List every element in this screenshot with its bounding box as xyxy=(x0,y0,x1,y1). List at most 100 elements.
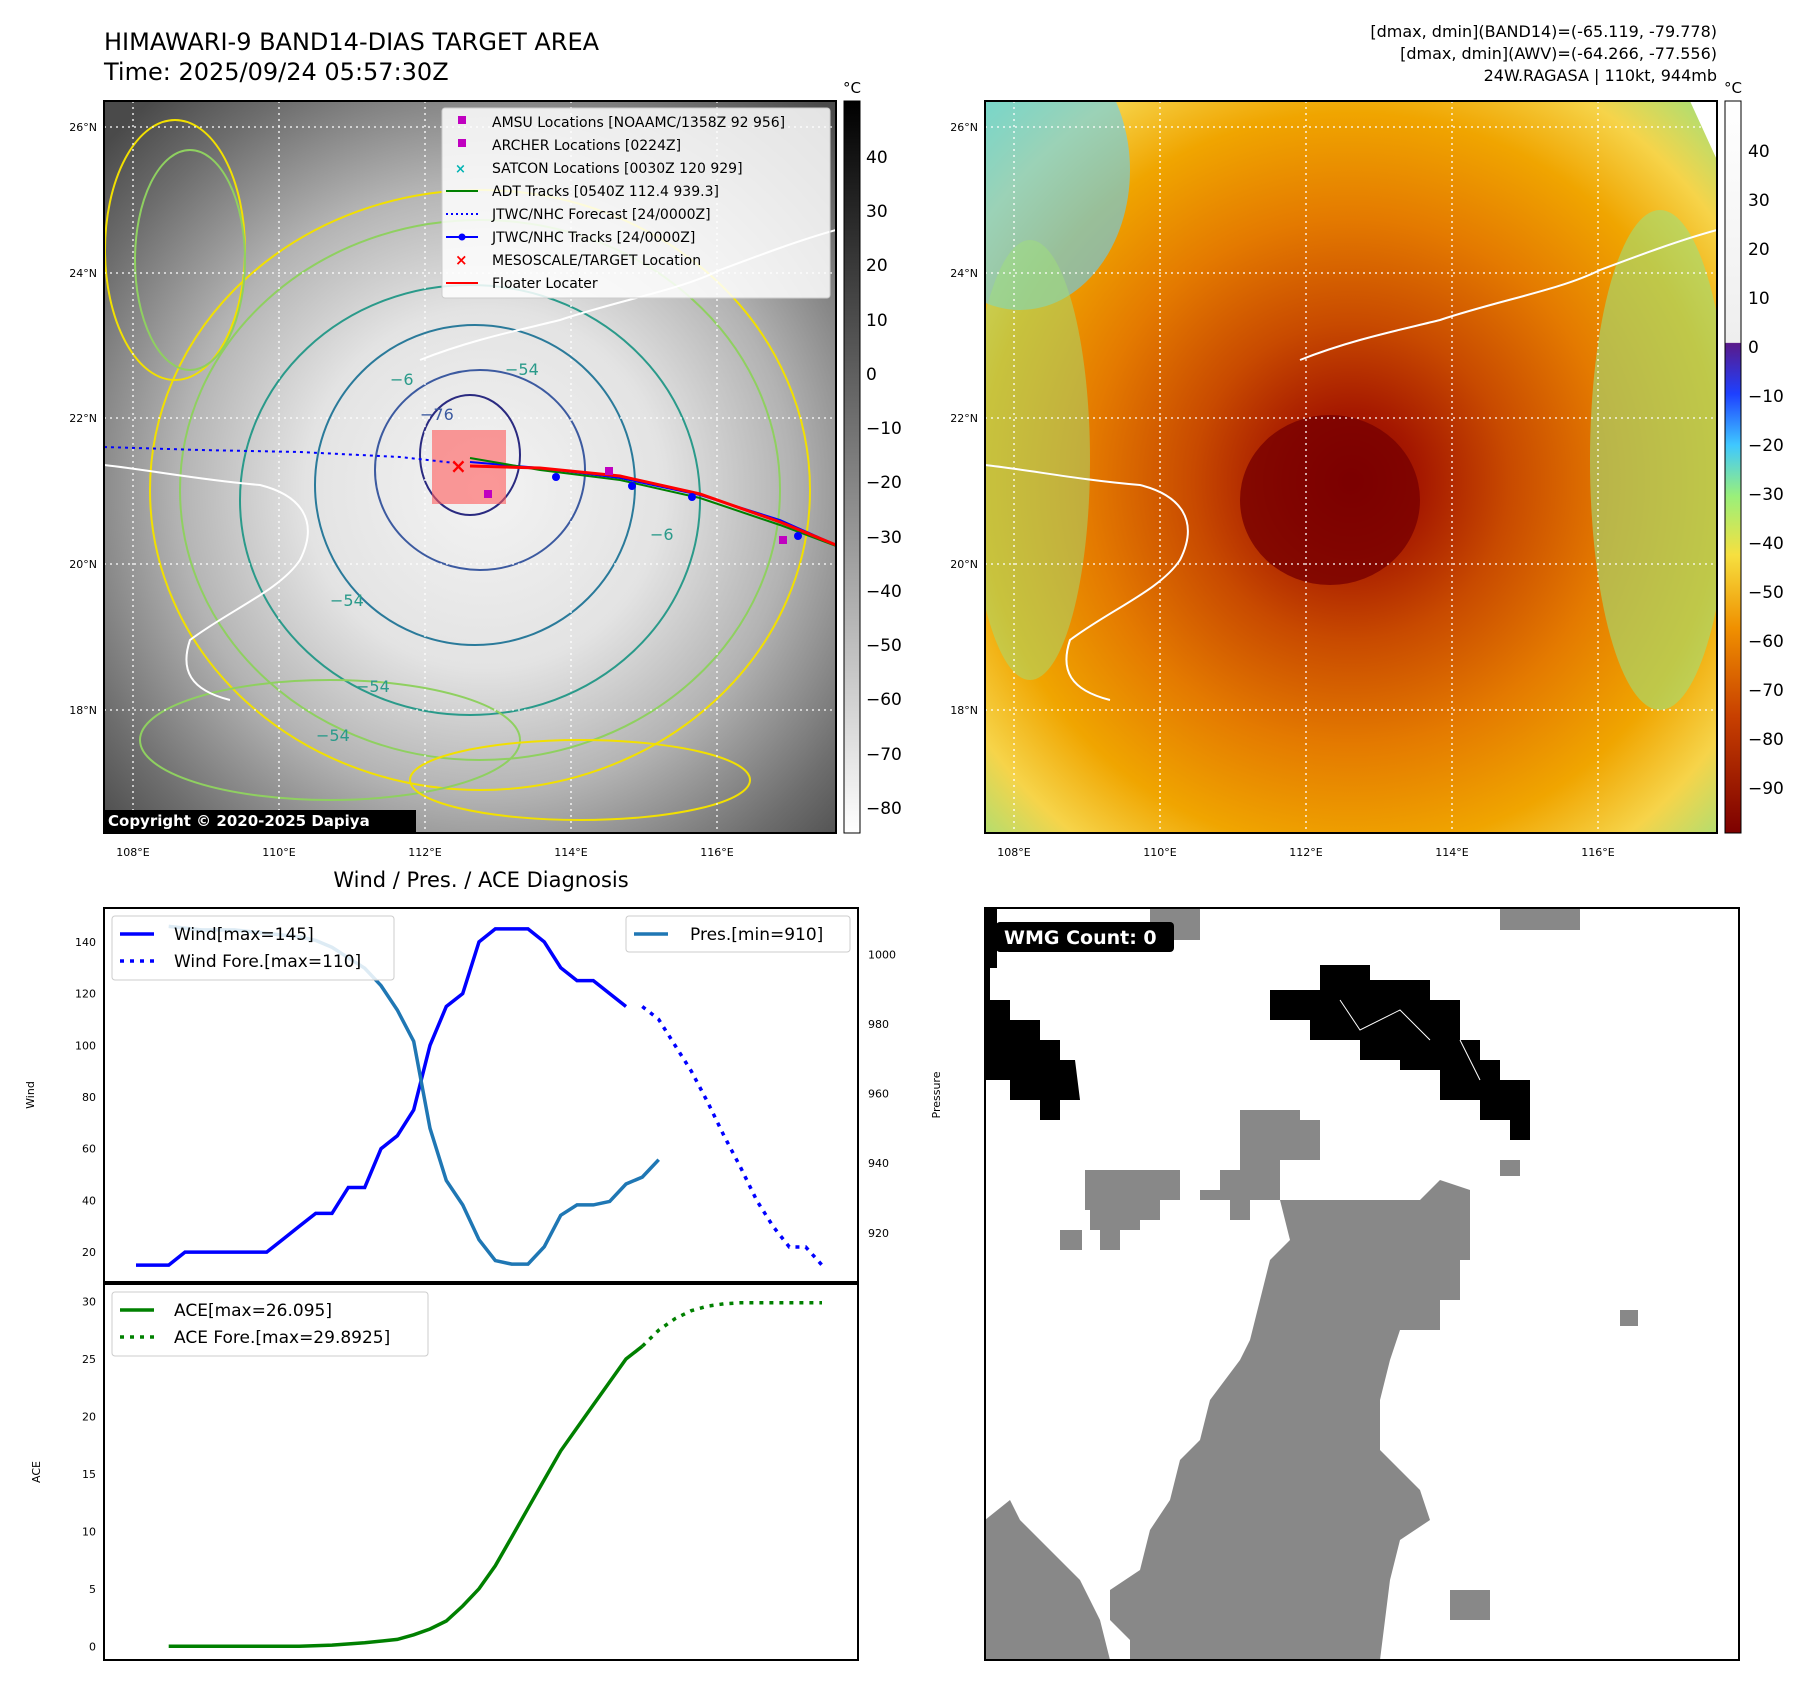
pressure-y-ticks: 920 940 960 980 1000 xyxy=(868,948,896,1239)
svg-text:22°N: 22°N xyxy=(950,412,978,425)
svg-text:−20: −20 xyxy=(1748,436,1784,456)
ace-tick-5: 5 xyxy=(89,1583,96,1596)
svg-text:−54: −54 xyxy=(316,726,350,745)
legend-amsu: AMSU Locations [NOAAMC/1358Z 92 956] xyxy=(492,115,785,131)
jtwc-forecast-track xyxy=(104,446,456,464)
svg-text:−54: −54 xyxy=(330,591,364,610)
svg-text:−40: −40 xyxy=(1748,534,1784,554)
wind-forecast-series-line xyxy=(641,1005,824,1267)
svg-text:108°E: 108°E xyxy=(997,846,1030,859)
svg-text:−30: −30 xyxy=(1748,485,1784,505)
svg-text:112°E: 112°E xyxy=(1289,846,1322,859)
wmg-coastline xyxy=(1339,999,1481,1081)
svg-text:Pres.[min=910]: Pres.[min=910] xyxy=(690,925,823,945)
svg-text:24°N: 24°N xyxy=(69,267,97,280)
ace-tick-0: 0 xyxy=(89,1640,96,1653)
wind-tick-120: 120 xyxy=(75,988,96,1001)
coastline-b xyxy=(985,229,1717,701)
svg-text:40: 40 xyxy=(866,148,888,168)
svg-text:114°E: 114°E xyxy=(1435,846,1468,859)
panel-wind-pressure: Wind / Pres. / ACE Diagnosis 20 40 60 80 100… xyxy=(24,868,943,1283)
ace-tick-20: 20 xyxy=(82,1410,96,1423)
legend-mesoscale: MESOSCALE/TARGET Location xyxy=(492,253,701,269)
svg-text:ACE[max=26.095]: ACE[max=26.095] xyxy=(174,1301,332,1321)
ace-tick-15: 15 xyxy=(82,1468,96,1481)
svg-text:−10: −10 xyxy=(1748,387,1784,407)
wmg-count-text: WMG Count: 0 xyxy=(1004,927,1157,949)
svg-text:−40: −40 xyxy=(866,582,902,602)
svg-text:°C: °C xyxy=(843,79,861,97)
panel-ace: 0 5 10 15 20 25 30 ACE ACE[max=26.095] ACE For… xyxy=(30,1283,859,1661)
lon-ticks-a: 108°E 110°E 112°E 114°E 116°E xyxy=(116,846,733,859)
svg-text:116°E: 116°E xyxy=(700,846,733,859)
svg-text:108°E: 108°E xyxy=(116,846,149,859)
svg-text:°C: °C xyxy=(1724,79,1742,97)
colorbar-b: °C 40 30 20 10 0 −10 −20 −30 −40 −50 −60… xyxy=(1724,79,1784,834)
legend-satcon: SATCON Locations [0030Z 120 929] xyxy=(492,161,743,177)
wind-tick-20: 20 xyxy=(82,1246,96,1259)
wind-tick-60: 60 xyxy=(82,1143,96,1156)
wind-tick-140: 140 xyxy=(75,936,96,949)
svg-text:26°N: 26°N xyxy=(950,121,978,134)
panel-b-header: [dmax, dmin](BAND14)=(-65.119, -79.778) … xyxy=(1370,22,1717,85)
contour-labels: −54 −54 −54 −54 −6 −6 −76 xyxy=(316,360,674,745)
svg-text:20°N: 20°N xyxy=(950,558,978,571)
svg-text:−6: −6 xyxy=(390,370,414,389)
panel-ir-enhanced: [dmax, dmin](BAND14)=(-65.119, -79.778) … xyxy=(950,22,1784,859)
svg-text:−90: −90 xyxy=(1748,779,1784,799)
svg-text:−70: −70 xyxy=(866,745,902,765)
legend-ace: ACE[max=26.095] ACE Fore.[max=29.8925] xyxy=(111,1291,429,1357)
svg-text:20: 20 xyxy=(1748,240,1770,260)
jtwc-track-points xyxy=(552,473,802,540)
legend-panel-a: AMSU Locations [NOAAMC/1358Z 92 956] ARC… xyxy=(441,107,831,299)
legend-archer: ARCHER Locations [0224Z] xyxy=(492,138,681,154)
svg-text:110°E: 110°E xyxy=(1143,846,1176,859)
svg-text:114°E: 114°E xyxy=(554,846,587,859)
wind-tick-80: 80 xyxy=(82,1091,96,1104)
svg-text:−80: −80 xyxy=(1748,730,1784,750)
svg-text:−80: −80 xyxy=(866,799,902,819)
svg-text:10: 10 xyxy=(1748,289,1770,309)
ace-y-ticks: 0 5 10 15 20 25 30 xyxy=(82,1295,96,1653)
wmg-gray-regions xyxy=(985,908,1638,1660)
svg-text:24W.RAGASA | 110kt, 944mb: 24W.RAGASA | 110kt, 944mb xyxy=(1484,66,1717,85)
svg-text:18°N: 18°N xyxy=(69,704,97,717)
wind-tick-100: 100 xyxy=(75,1039,96,1052)
svg-text:−54: −54 xyxy=(356,677,390,696)
ace-tick-25: 25 xyxy=(82,1353,96,1366)
mesoscale-marker: × xyxy=(450,454,467,478)
archer-marker-2 xyxy=(779,536,787,544)
svg-text:−10: −10 xyxy=(866,419,902,439)
title-line-1: HIMAWARI-9 BAND14-DIAS TARGET AREA xyxy=(104,28,600,56)
gridlines-b xyxy=(985,101,1717,833)
svg-text:116°E: 116°E xyxy=(1581,846,1614,859)
amsu-marker xyxy=(484,490,492,498)
svg-text:−70: −70 xyxy=(1748,681,1784,701)
svg-text:20: 20 xyxy=(866,256,888,276)
ace-tick-30: 30 xyxy=(82,1295,96,1308)
ace-axis-label: ACE xyxy=(30,1461,43,1483)
pressure-tick-920: 920 xyxy=(868,1227,889,1240)
svg-text:×: × xyxy=(455,251,468,269)
legend-pressure: Pres.[min=910] xyxy=(625,915,851,953)
legend-floater: Floater Locater xyxy=(492,276,598,292)
panel-ir-grayscale: HIMAWARI-9 BAND14-DIAS TARGET AREA Time:… xyxy=(69,28,902,859)
svg-text:Wind Fore.[max=110]: Wind Fore.[max=110] xyxy=(174,952,361,972)
wind-y-ticks: 20 40 60 80 100 120 140 xyxy=(75,936,96,1259)
svg-text:18°N: 18°N xyxy=(950,704,978,717)
legend-jtwc-tracks: JTWC/NHC Tracks [24/0000Z] xyxy=(491,230,695,246)
svg-text:ACE Fore.[max=29.8925]: ACE Fore.[max=29.8925] xyxy=(174,1328,390,1348)
archer-marker xyxy=(605,467,613,475)
wind-series-line xyxy=(136,927,628,1267)
svg-text:−50: −50 xyxy=(866,636,902,656)
svg-text:−54: −54 xyxy=(505,360,539,379)
svg-text:−76: −76 xyxy=(420,405,454,424)
pressure-tick-980: 980 xyxy=(868,1018,889,1031)
wmg-count-badge xyxy=(996,922,1174,952)
wmg-black-regions xyxy=(985,908,1530,1140)
wind-axis-label: Wind xyxy=(24,1081,37,1109)
svg-text:Wind[max=145]: Wind[max=145] xyxy=(174,925,314,945)
svg-text:−30: −30 xyxy=(866,528,902,548)
title-line-2: Time: 2025/09/24 05:57:30Z xyxy=(103,58,449,86)
